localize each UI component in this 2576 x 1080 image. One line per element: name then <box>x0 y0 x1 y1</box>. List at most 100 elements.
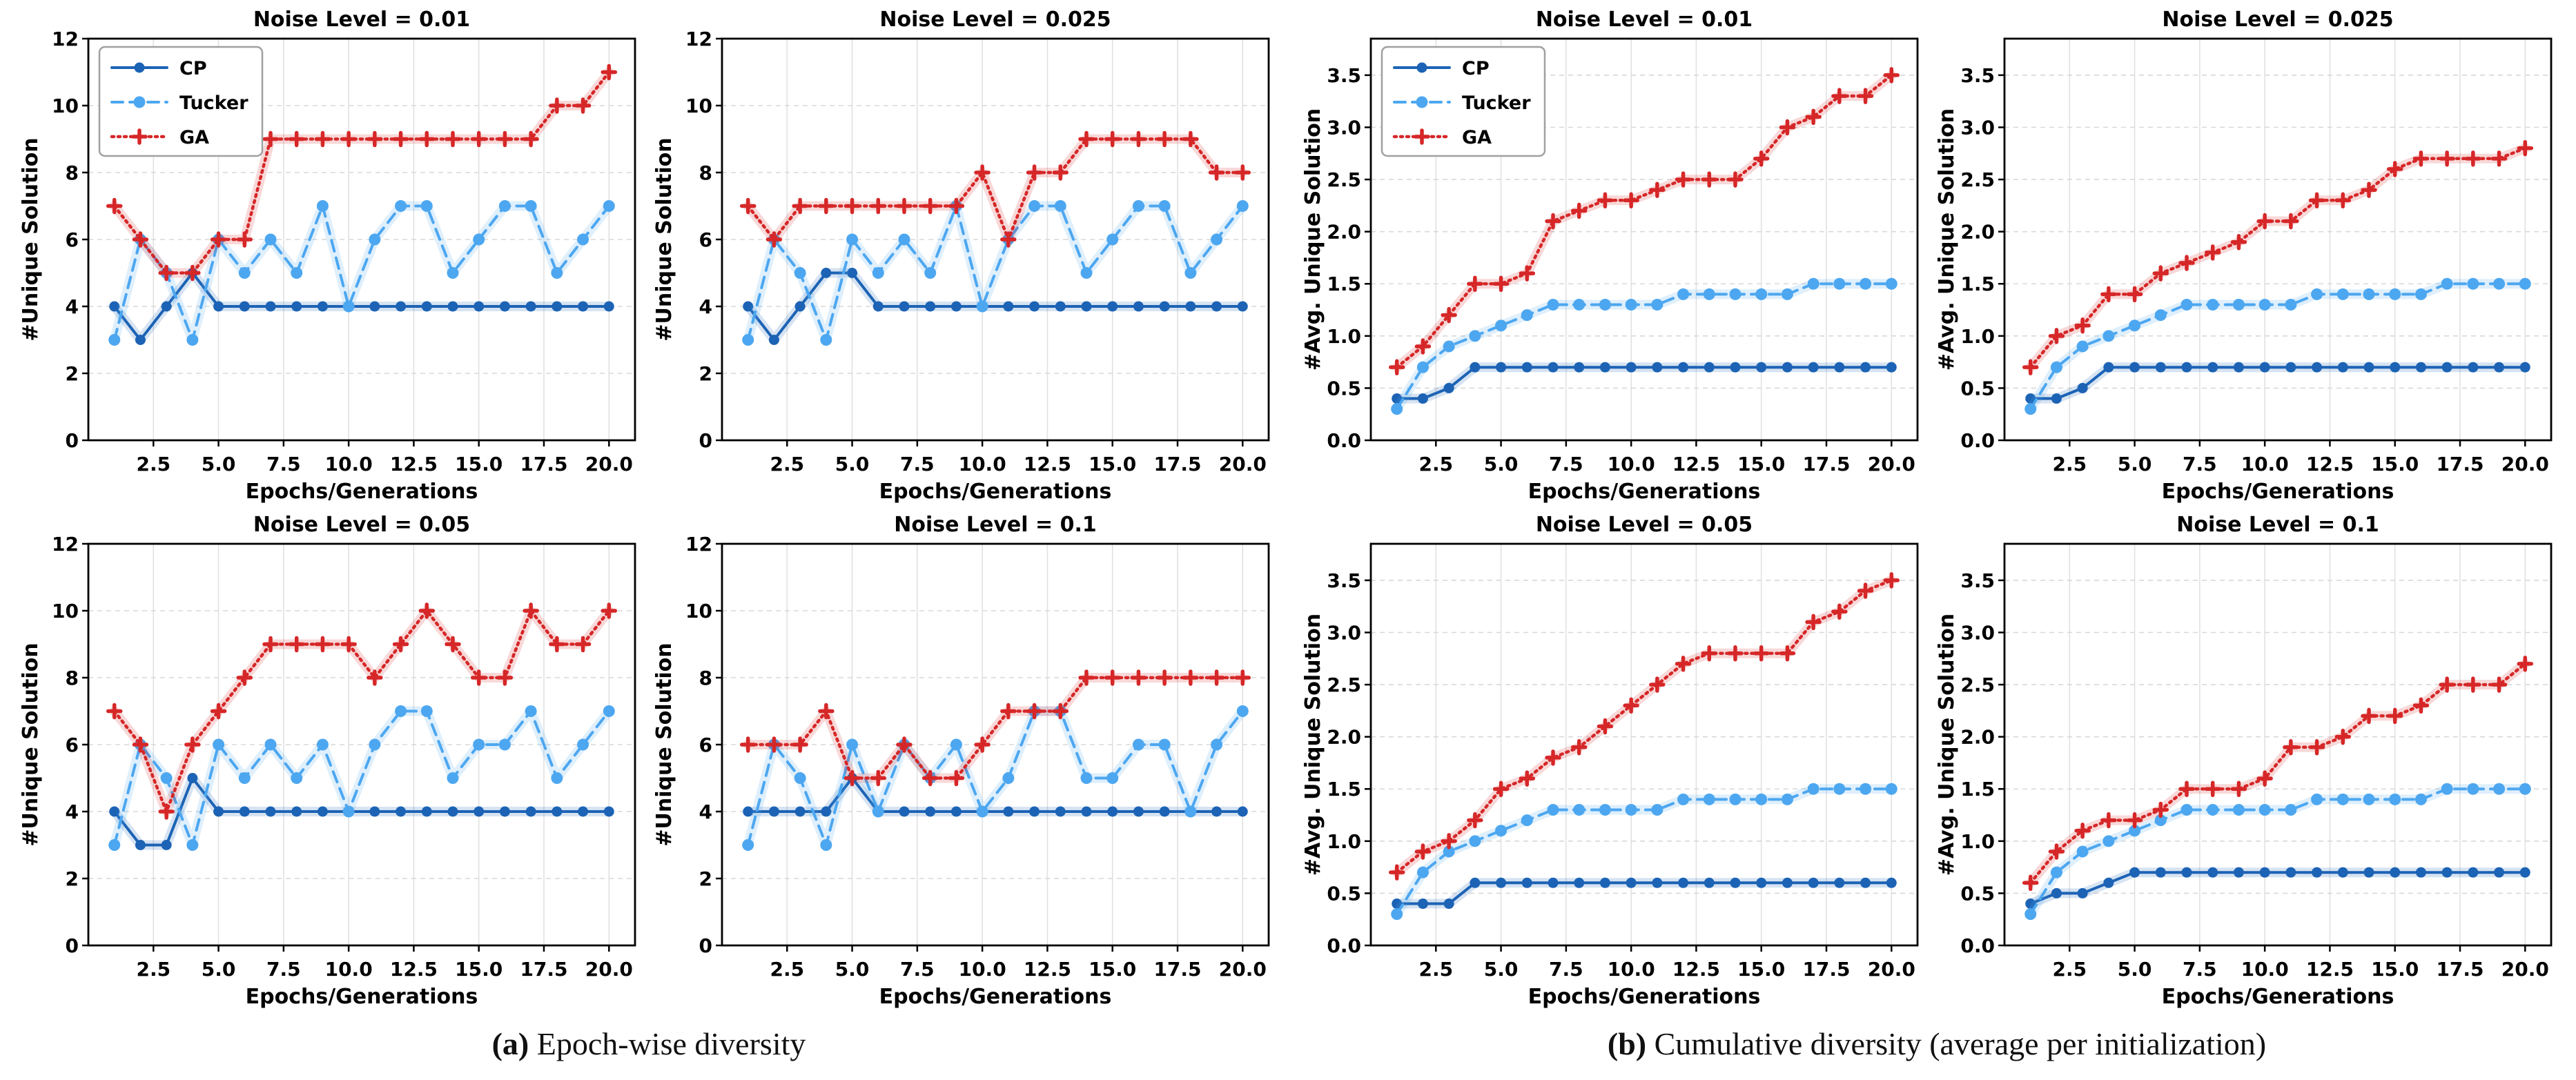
y-tick-label: 1.0 <box>1960 830 1995 853</box>
cp-marker <box>161 301 172 312</box>
y-tick-label: 4 <box>699 295 712 318</box>
ga-marker <box>2283 739 2299 756</box>
cp-marker <box>899 301 910 312</box>
cp-marker <box>1886 877 1897 888</box>
cp-marker <box>1730 362 1741 373</box>
y-tick-label: 0.5 <box>1960 882 1995 905</box>
ga-marker <box>1519 265 1536 282</box>
cp-marker <box>2155 867 2166 878</box>
y-tick-label: 10 <box>52 600 79 622</box>
ga-marker <box>1805 613 1822 631</box>
tucker-marker <box>2232 803 2245 816</box>
ga-marker <box>765 736 783 753</box>
cp-marker <box>578 301 589 312</box>
tucker-marker <box>473 233 485 246</box>
ga-marker <box>340 130 357 148</box>
cp-marker <box>1081 301 1092 312</box>
tucker-marker <box>186 839 199 851</box>
chart-title: Noise Level = 0.025 <box>879 8 1111 32</box>
cp-marker <box>768 806 779 817</box>
chart-b-0.05: 2.5 5.0 7.5 10.0 12.5 15.0 17.5 20.0 0.0 0.5 1.0 1.… <box>1301 513 1919 1009</box>
cp-marker <box>2312 867 2323 878</box>
ga-marker <box>739 197 757 215</box>
tucker-marker <box>1416 866 1429 878</box>
tucker-marker <box>2311 793 2323 805</box>
tucker-marker <box>238 267 251 279</box>
ga-marker <box>870 769 887 787</box>
x-tick-label: 17.5 <box>520 958 567 981</box>
tucker-marker <box>1599 803 1611 816</box>
cp-marker <box>925 301 936 312</box>
ga-marker <box>132 231 149 248</box>
x-tick-label: 15.0 <box>455 453 502 475</box>
tucker-marker <box>2129 320 2141 332</box>
y-tick-label: 3.5 <box>1327 569 1361 592</box>
y-tick-label: 2.5 <box>1960 674 1995 696</box>
ga-marker <box>921 197 939 215</box>
tucker-marker <box>1132 200 1144 212</box>
cp-marker <box>2077 887 2088 899</box>
ga-marker <box>392 130 409 148</box>
y-tick-label: 1.5 <box>1327 273 1361 295</box>
cp-marker <box>794 806 806 817</box>
tucker-marker <box>1002 772 1015 784</box>
tucker-marker <box>2467 277 2479 290</box>
x-tick-label: 17.5 <box>1802 958 1850 981</box>
cp-marker <box>1055 806 1066 817</box>
x-tick-label: 5.0 <box>202 453 236 475</box>
cp-marker <box>1704 362 1715 373</box>
x-tick-label: 17.5 <box>1153 453 1201 475</box>
x-tick-label: 2.5 <box>136 453 170 475</box>
cp-marker <box>603 301 614 312</box>
y-tick-label: 1.0 <box>1327 325 1361 348</box>
ga-marker <box>1779 645 1796 662</box>
cp-marker <box>291 806 302 817</box>
ga-marker <box>1883 67 1900 84</box>
ga-marker <box>106 197 123 215</box>
tucker-marker <box>2336 288 2349 300</box>
tucker-marker <box>213 738 225 751</box>
ga-marker <box>314 636 331 653</box>
cp-marker <box>1417 899 1428 910</box>
cp-marker <box>135 840 146 850</box>
ga-marker <box>1675 656 1692 672</box>
ga-marker <box>1078 130 1095 148</box>
cp-marker <box>187 773 198 783</box>
ga-marker <box>601 602 618 619</box>
ga-marker <box>367 130 383 148</box>
tucker-marker <box>525 705 537 717</box>
x-axis-label: Epochs/Generations <box>246 480 478 504</box>
cp-marker <box>552 301 563 312</box>
ga-marker <box>2308 739 2325 756</box>
cp-marker <box>768 335 779 345</box>
y-tick-label: 6 <box>66 228 79 251</box>
cp-marker <box>1599 362 1610 373</box>
ga-marker <box>1026 703 1043 720</box>
ga-series <box>106 63 618 282</box>
cp-marker <box>1081 806 1092 817</box>
chart-a-0.1: 2.5 5.0 7.5 10.0 12.5 15.0 17.5 20.0 0 2 4 6 8 10 12 No… <box>652 513 1270 1009</box>
y-tick-label: 1.0 <box>1960 325 1995 348</box>
y-tick-label: 4 <box>699 801 712 823</box>
x-tick-label: 2.5 <box>2052 958 2087 981</box>
chart-title: Noise Level = 0.1 <box>894 513 1096 537</box>
cp-marker <box>2312 362 2323 373</box>
ga-marker <box>1130 669 1147 686</box>
ga-marker <box>2412 697 2430 714</box>
ga-marker <box>549 636 565 653</box>
tucker-marker <box>1416 361 1429 373</box>
legend-tucker-label: Tucker <box>179 92 248 114</box>
cp-marker <box>1159 806 1170 817</box>
tucker-marker <box>1833 277 1846 290</box>
cp-marker <box>847 268 858 278</box>
tucker-marker <box>1184 805 1197 818</box>
tucker-marker <box>447 772 459 784</box>
y-tick-label: 12 <box>685 533 712 556</box>
cp-marker <box>2441 362 2452 373</box>
ga-marker <box>974 164 991 181</box>
cp-marker <box>2468 867 2479 878</box>
cp-marker <box>2494 867 2505 878</box>
legend-ga-marker <box>131 128 148 145</box>
cp-marker <box>239 301 250 312</box>
tucker-marker <box>1677 288 1690 300</box>
